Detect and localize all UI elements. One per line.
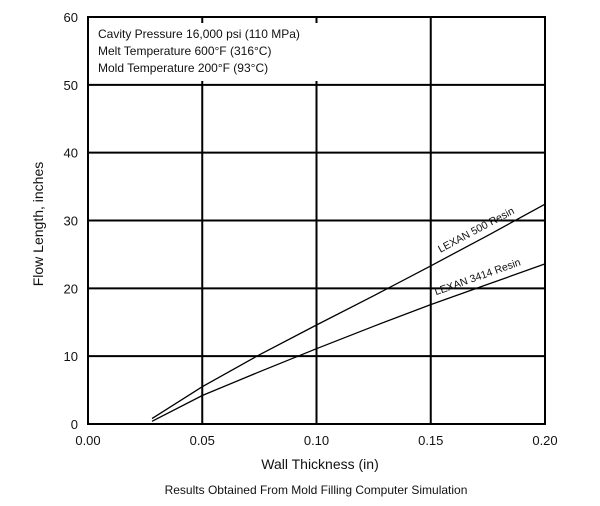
note-melt-temperature: Melt Temperature 600°F (316°C) <box>98 44 271 58</box>
x-tick-label: 0.00 <box>75 433 100 448</box>
y-tick-labels: 0 10 20 30 40 50 60 <box>64 10 78 432</box>
x-tick-labels: 0.00 0.05 0.10 0.15 0.20 <box>75 433 557 448</box>
y-tick-label: 20 <box>64 281 78 296</box>
x-tick-label: 0.05 <box>190 433 215 448</box>
chart-caption: Results Obtained From Mold Filling Compu… <box>165 483 468 497</box>
note-mold-temperature: Mold Temperature 200°F (93°C) <box>98 61 268 75</box>
y-tick-label: 40 <box>64 146 78 161</box>
y-tick-label: 0 <box>71 417 78 432</box>
conditions-box <box>92 23 324 81</box>
x-axis-title: Wall Thickness (in) <box>261 456 378 472</box>
series-line <box>151 203 546 420</box>
x-tick-label: 0.20 <box>532 433 557 448</box>
series-label: LEXAN 500 Resin <box>436 205 516 256</box>
y-tick-label: 60 <box>64 10 78 25</box>
plot-frame <box>87 16 546 425</box>
y-tick-label: 10 <box>64 349 78 364</box>
y-tick-label: 50 <box>64 78 78 93</box>
note-cavity-pressure: Cavity Pressure 16,000 psi (110 MPa) <box>98 27 300 41</box>
x-tick-label: 0.15 <box>418 433 443 448</box>
y-tick-label: 30 <box>64 214 78 229</box>
y-axis-title: Flow Length, inches <box>30 162 46 287</box>
series-line <box>151 263 546 422</box>
x-tick-label: 0.10 <box>304 433 329 448</box>
